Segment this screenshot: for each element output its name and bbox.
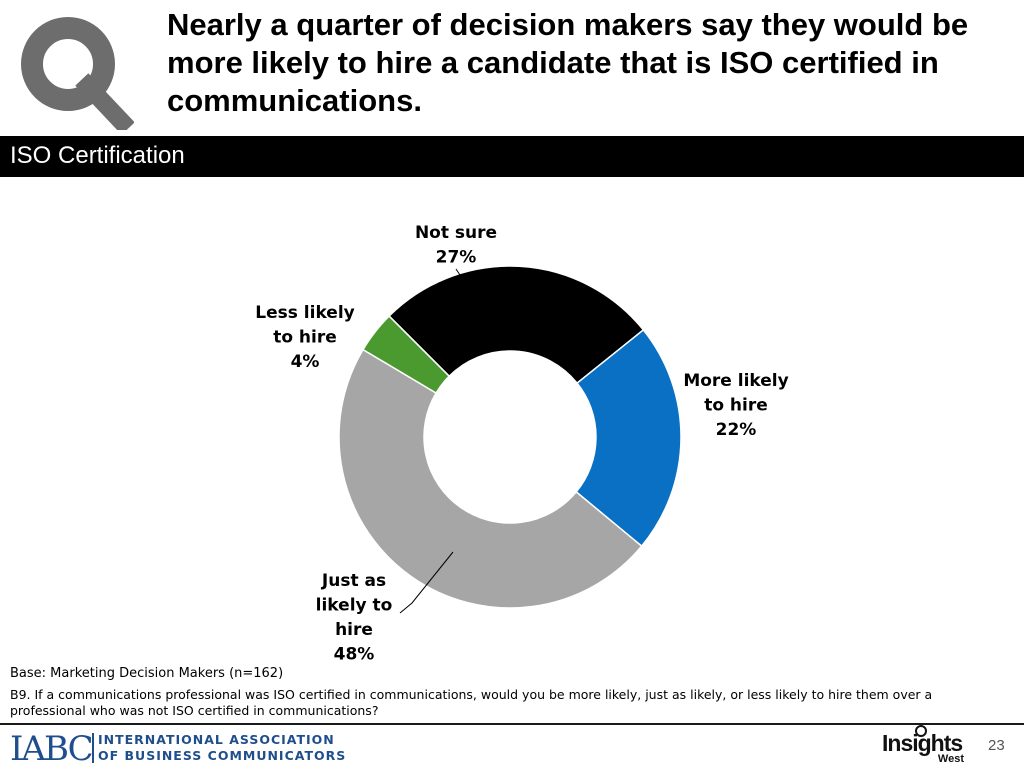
iabc-logo-separator [92, 733, 94, 763]
leader-line-just-as-likely [399, 551, 454, 614]
donut-slice-less-likely [362, 315, 451, 395]
iabc-name-line1: INTERNATIONAL ASSOCIATION [98, 732, 335, 747]
slice-label-not-sure: Not sure 27% [415, 223, 497, 268]
page-title: Nearly a quarter of decision makers say … [167, 7, 969, 118]
magnifier-q-icon [21, 17, 134, 130]
iabc-name: INTERNATIONAL ASSOCIATION OF BUSINESS CO… [98, 732, 346, 764]
insights-west-subtitle: West [937, 753, 964, 765]
iabc-logo: IABC [10, 729, 94, 769]
donut-slice-not-sure [388, 265, 645, 385]
section-header: ISO Certification [0, 136, 1024, 177]
section-label: ISO Certification [10, 142, 185, 169]
base-note: Base: Marketing Decision Makers (n=162) [10, 666, 284, 681]
insights-logo-dot-icon [915, 725, 927, 737]
question-note: B9. If a communications professional was… [10, 687, 933, 718]
footer-divider [0, 723, 1024, 725]
leader-line-not-sure [455, 268, 463, 279]
donut-slice-more-likely [575, 328, 682, 548]
insights-west-logo: Insights West [882, 725, 970, 766]
slice-label-less-likely: Less likely to hire 4% [255, 303, 354, 372]
iabc-name-line2: OF BUSINESS COMMUNICATORS [98, 748, 347, 763]
donut-slice-just-as-likely [338, 348, 643, 609]
slice-label-more-likely: More likely to hire 22% [683, 371, 788, 440]
slice-label-just-as-likely: Just as likely to hire 48% [316, 571, 393, 665]
donut-chart: Not sure 27% More likely to hire 22% Just as l… [255, 223, 788, 665]
page-number: 23 [988, 737, 1005, 754]
